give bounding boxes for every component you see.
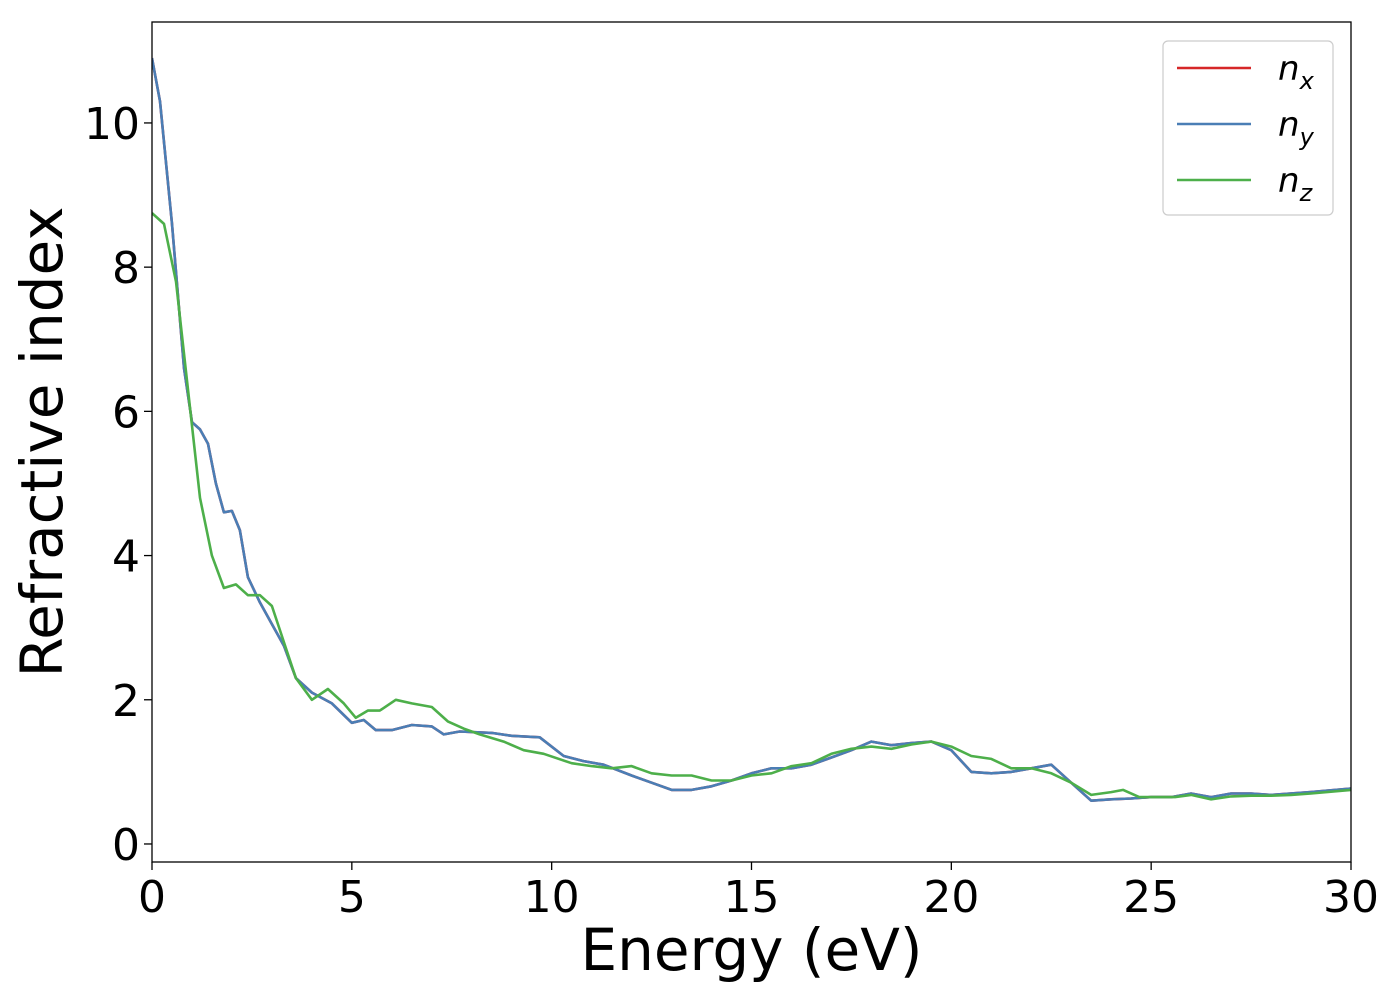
legend-box — [1162, 40, 1334, 216]
y-axis-title: Refractive index — [8, 206, 76, 677]
x-tick-label: 10 — [524, 872, 580, 923]
y-tick-label: 0 — [112, 820, 140, 871]
legend-entry: nx — [1278, 49, 1315, 95]
legend: nx ny nz — [1162, 40, 1334, 216]
legend-entry: nz — [1278, 161, 1314, 207]
y-tick-label: 10 — [84, 99, 140, 150]
y-tick-label: 6 — [112, 387, 140, 438]
y-tick-label: 2 — [112, 676, 140, 727]
legend-entry: ny — [1278, 105, 1315, 151]
y-axis: 0 2 4 6 8 10 — [84, 99, 152, 871]
series-line-ny — [152, 57, 1351, 802]
plot-lines — [152, 57, 1351, 802]
x-axis: 0 5 10 15 20 25 30 — [138, 862, 1379, 923]
x-tick-label: 25 — [1123, 872, 1179, 923]
x-tick-label: 0 — [138, 872, 166, 923]
y-tick-label: 4 — [112, 532, 140, 583]
series-line-nz — [152, 212, 1351, 801]
y-tick-label: 8 — [112, 243, 140, 294]
x-tick-label: 20 — [923, 872, 979, 923]
x-tick-label: 5 — [338, 872, 366, 923]
x-tick-label: 30 — [1323, 872, 1379, 923]
x-tick-label: 15 — [724, 872, 780, 923]
x-axis-title: Energy (eV) — [580, 916, 922, 984]
